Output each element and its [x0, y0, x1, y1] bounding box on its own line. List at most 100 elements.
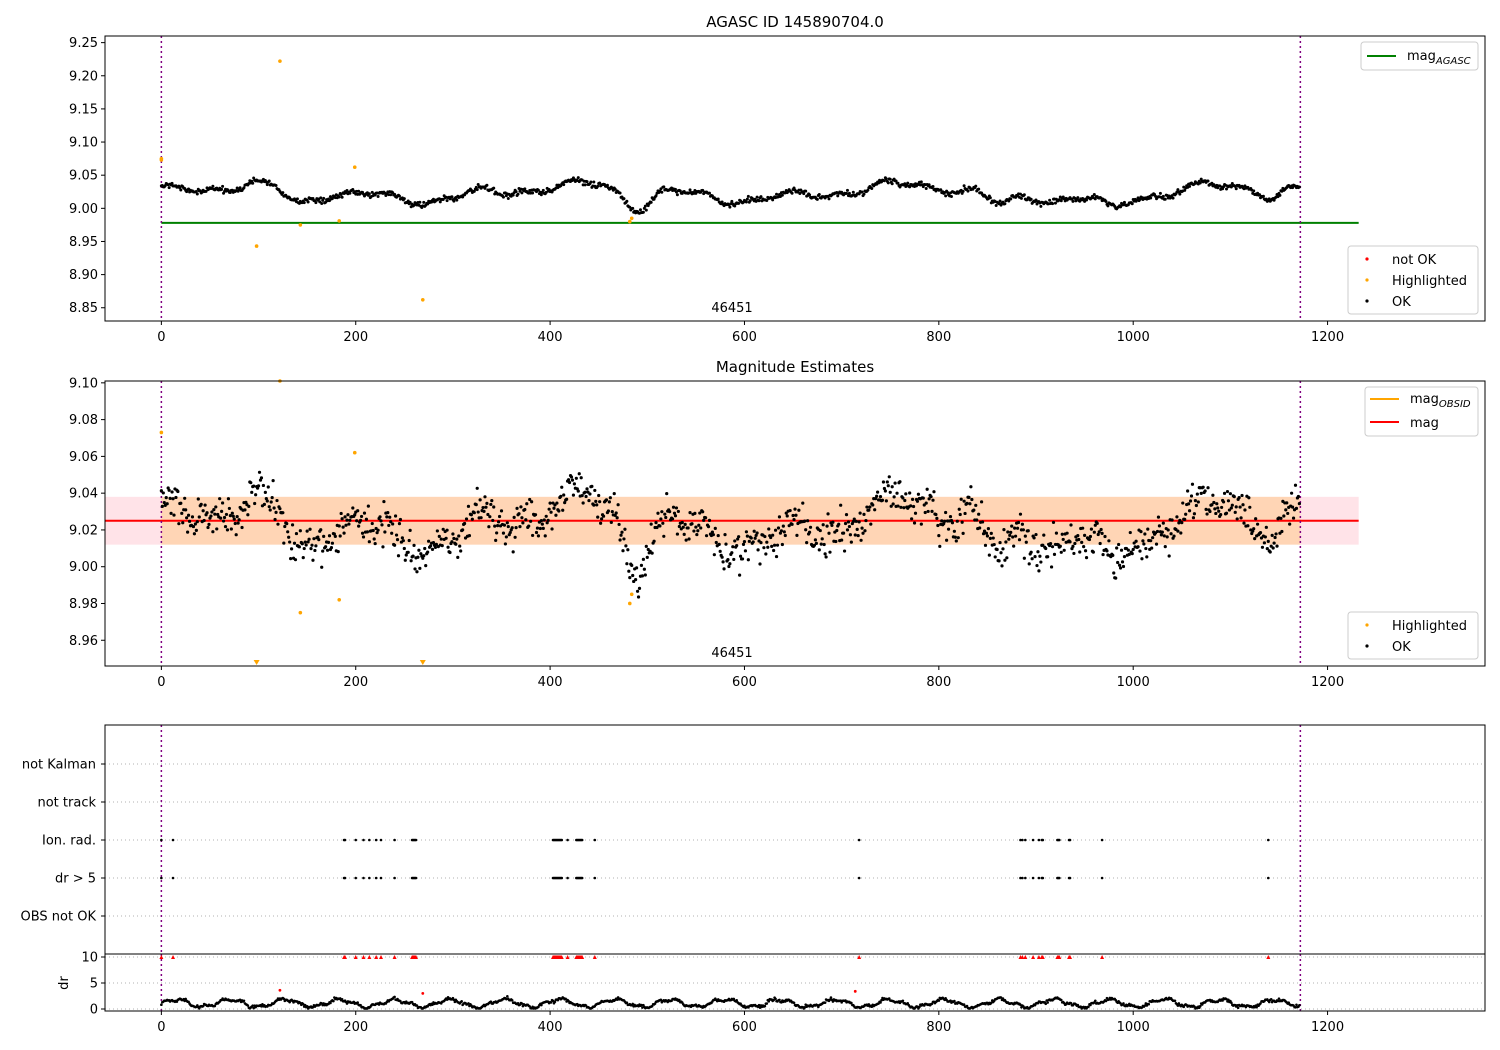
ok-point	[817, 193, 821, 197]
x-tick-label: 0	[157, 330, 165, 345]
y-tick-label: 8.95	[69, 235, 98, 250]
ok-point	[610, 510, 614, 514]
panel2-obsid-label: 46451	[711, 646, 752, 661]
ok-point	[211, 530, 215, 534]
ok-point	[1234, 505, 1238, 509]
ok-point	[746, 558, 750, 562]
ok-point	[504, 535, 508, 539]
flag-point	[1068, 876, 1072, 880]
ok-point	[351, 506, 355, 510]
ok-point	[1192, 512, 1197, 516]
ok-point	[441, 527, 445, 531]
ok-point	[936, 523, 940, 528]
ok-point	[959, 497, 963, 501]
ok-point	[1022, 556, 1026, 560]
ok-point	[673, 514, 678, 518]
dr-point	[1069, 1001, 1073, 1005]
ok-point	[795, 533, 799, 537]
ok-point	[1252, 527, 1256, 531]
flag-row-label: not Kalman	[22, 758, 96, 773]
ok-point	[362, 511, 367, 515]
ok-point	[801, 501, 805, 505]
ok-point	[916, 492, 921, 496]
ok-point	[676, 509, 680, 514]
x-tick-label: 1200	[1311, 330, 1344, 345]
ok-point	[1121, 564, 1126, 569]
ok-point	[1189, 494, 1194, 498]
ok-point	[485, 501, 489, 505]
flag-point	[1031, 876, 1035, 880]
ok-point	[266, 485, 270, 489]
ok-point	[1149, 196, 1153, 200]
ok-point	[613, 513, 617, 518]
legend-marker-ok	[1365, 299, 1369, 303]
ok-point	[780, 542, 784, 547]
ok-point	[699, 526, 703, 530]
ok-point	[775, 192, 779, 196]
ok-point	[409, 559, 413, 563]
ok-point	[733, 204, 737, 208]
ok-point	[1177, 521, 1181, 525]
ok-point	[1260, 545, 1265, 549]
ok-point	[847, 191, 851, 195]
ok-point	[1291, 186, 1295, 190]
ok-point	[1020, 522, 1025, 526]
ok-point	[1035, 202, 1039, 206]
panel1-y-ticks: 8.85 8.90 8.95 9.00 9.05 9.10 9.15 9.20 9.25	[69, 36, 105, 316]
ok-point	[912, 521, 917, 525]
ok-point	[598, 500, 602, 504]
ok-point	[1254, 517, 1258, 521]
ok-point	[372, 537, 376, 541]
flag-point	[1021, 876, 1024, 880]
ok-point	[1178, 518, 1182, 522]
dr-outlier-point	[853, 989, 857, 993]
ok-point	[944, 194, 948, 198]
ok-point	[413, 567, 417, 571]
ok-point	[1211, 493, 1215, 497]
ok-point	[326, 540, 331, 544]
ok-point	[962, 499, 966, 503]
ok-point	[376, 528, 380, 532]
ok-point	[675, 532, 680, 536]
ok-point	[452, 536, 456, 541]
ok-point	[1161, 194, 1165, 198]
ok-point	[834, 539, 838, 544]
ok-point	[1227, 508, 1232, 512]
ok-point	[367, 540, 371, 544]
ok-point	[1062, 548, 1066, 552]
ok-point	[830, 523, 834, 528]
ok-point	[821, 523, 825, 527]
ok-point	[1076, 196, 1080, 200]
ok-point	[888, 490, 892, 494]
ok-point	[552, 506, 556, 510]
ok-point	[281, 191, 285, 195]
ok-point	[595, 503, 599, 507]
flag-point	[393, 838, 396, 842]
dr-point	[329, 1001, 332, 1005]
panel1-obsid-label: 46451	[711, 301, 752, 316]
flag-point	[1058, 876, 1061, 880]
ok-point	[841, 531, 846, 535]
ok-point	[1061, 537, 1065, 542]
ok-point	[759, 195, 763, 199]
ok-point	[1005, 556, 1009, 560]
ok-point	[365, 530, 369, 534]
ok-point	[593, 488, 597, 493]
dr-clipped-marker	[1020, 955, 1025, 959]
ok-point	[319, 528, 323, 532]
ok-point	[416, 555, 420, 559]
ok-point	[562, 183, 566, 187]
ok-point	[483, 495, 487, 499]
ok-point	[452, 199, 456, 203]
flag-point	[1037, 876, 1041, 880]
ok-point	[1178, 192, 1182, 196]
ok-point	[1159, 533, 1163, 537]
ok-point	[1008, 533, 1012, 537]
ok-point	[314, 544, 318, 548]
y-tick-label: 9.10	[69, 136, 98, 151]
ok-point	[159, 489, 163, 493]
ok-point	[422, 554, 426, 558]
ok-point	[339, 192, 343, 196]
ok-point	[681, 525, 685, 529]
ok-point	[268, 508, 272, 512]
